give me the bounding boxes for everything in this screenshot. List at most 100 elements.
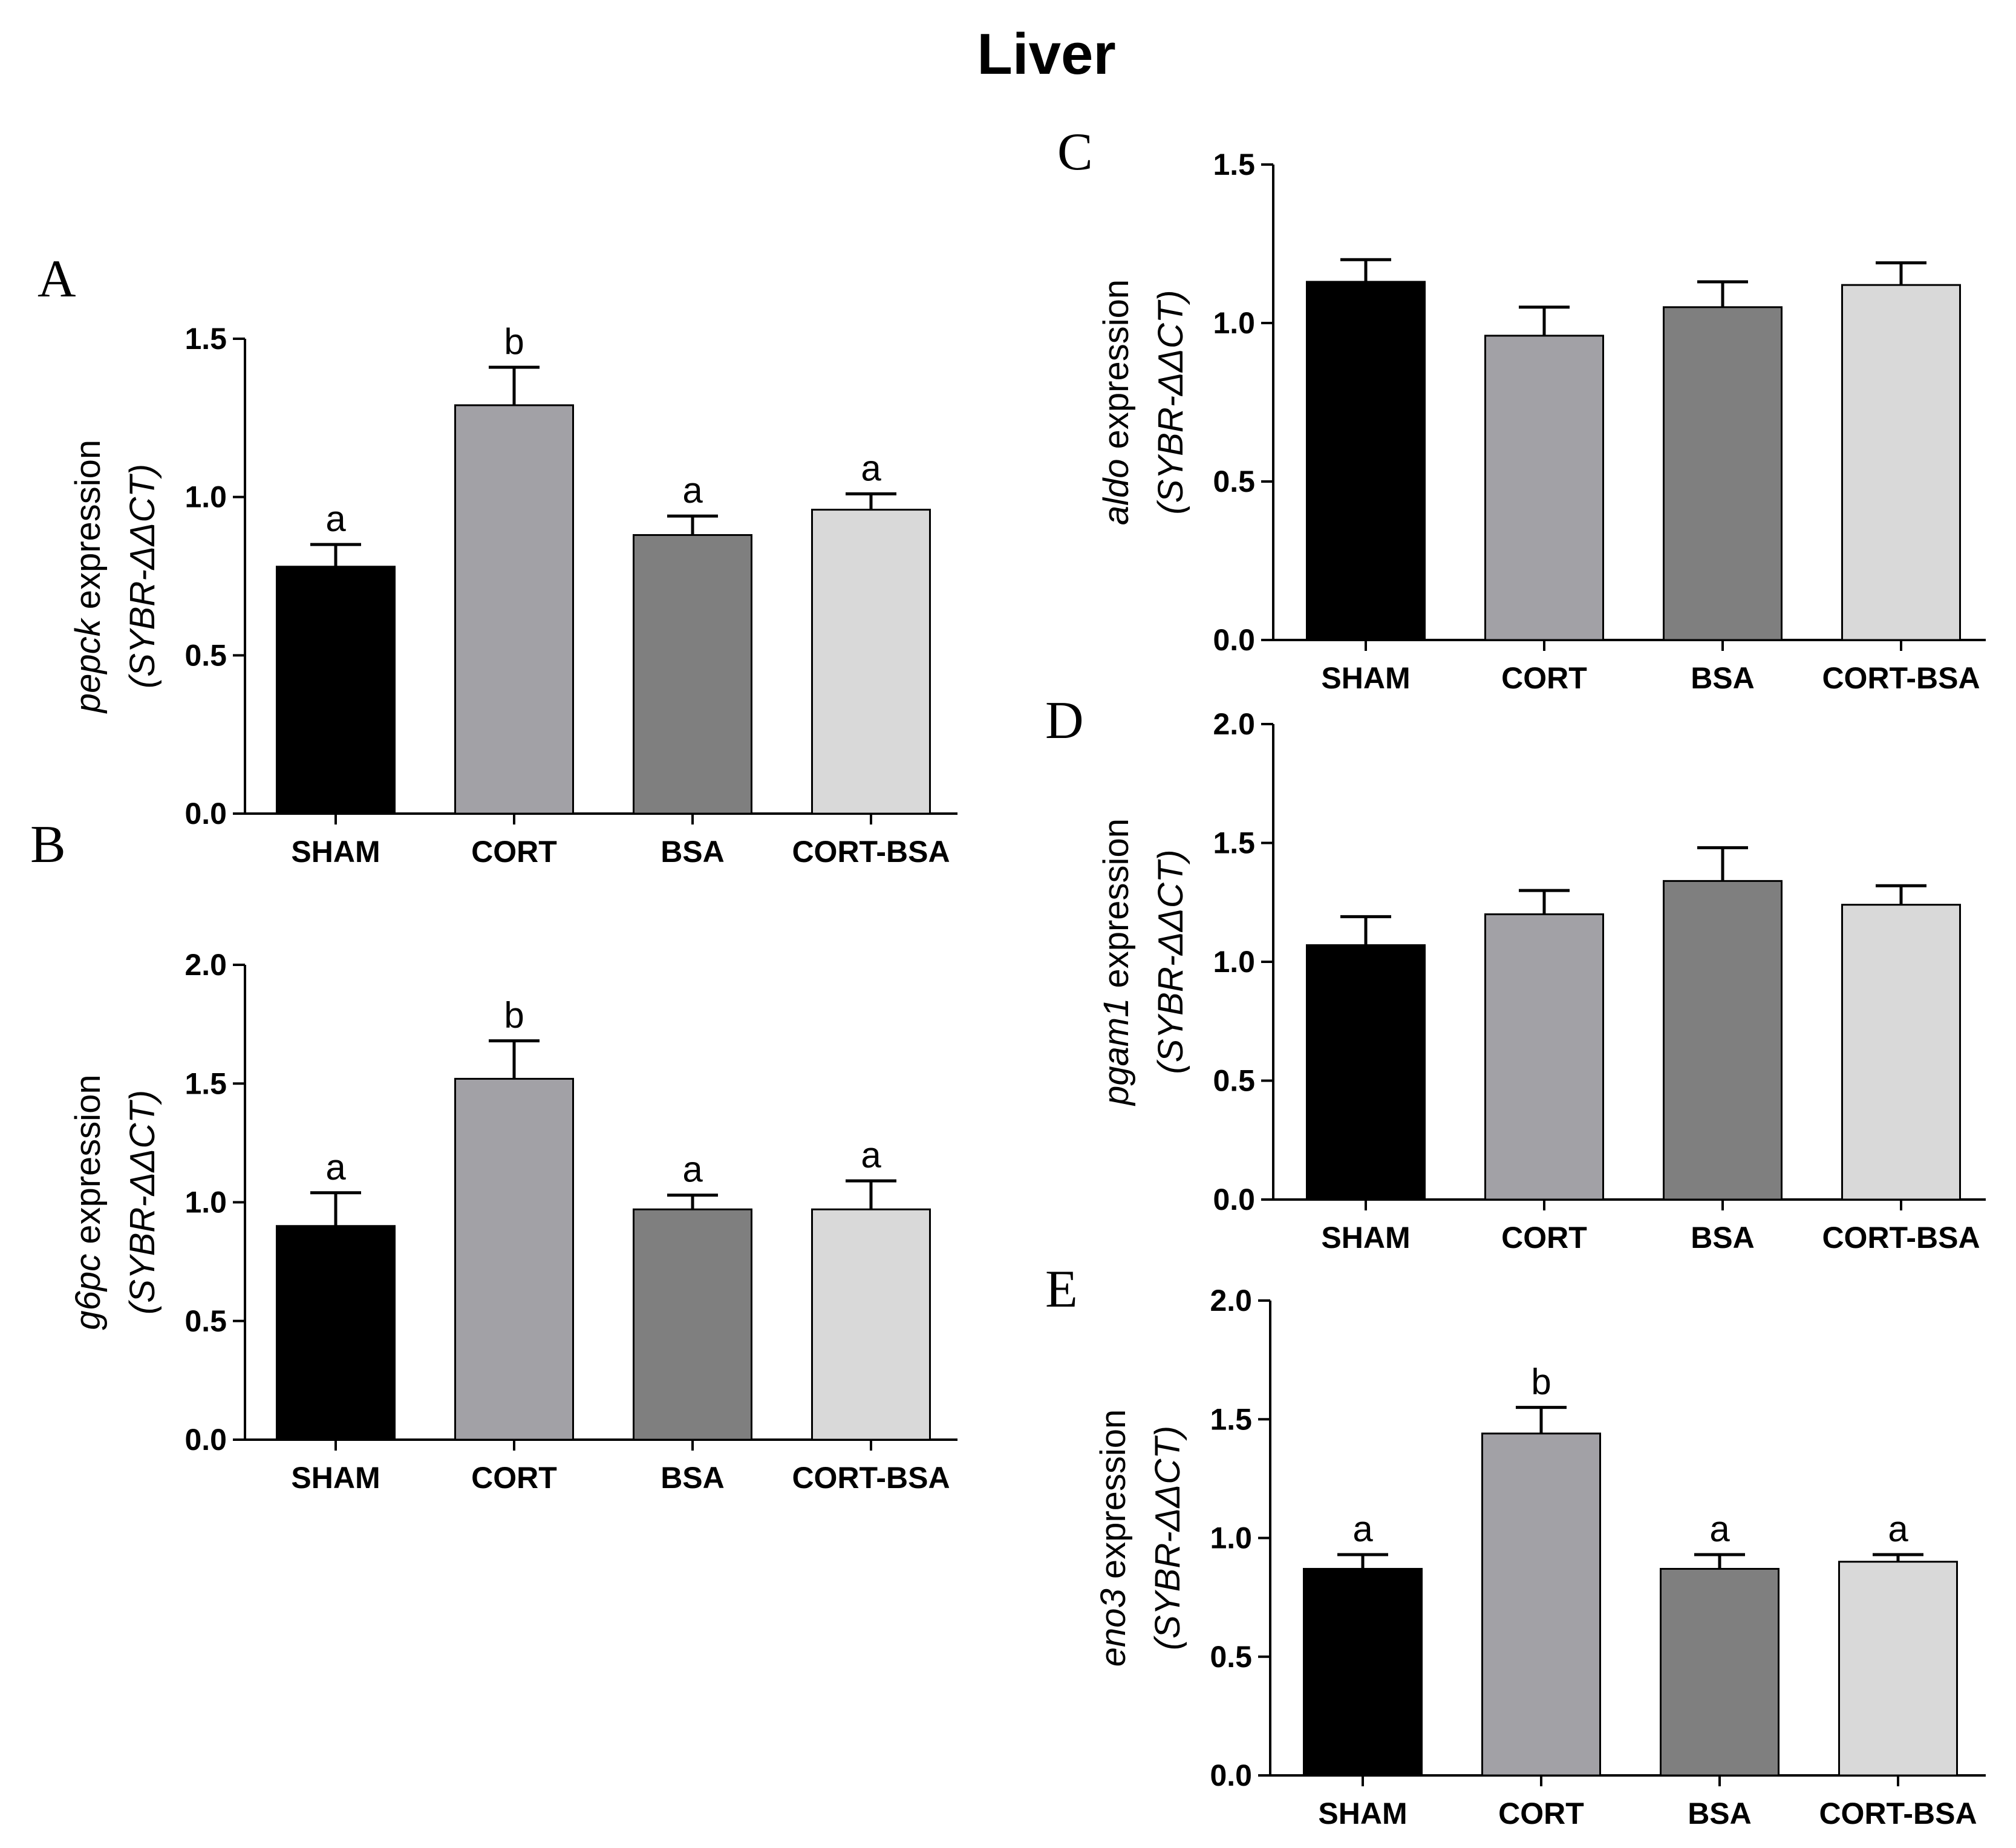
panel-letter: B bbox=[30, 815, 66, 874]
y-tick-label: 1.5 bbox=[1213, 148, 1255, 181]
y-axis-label-line2: (SYBR-ΔΔCT) bbox=[123, 464, 162, 688]
y-axis-label-line2: (SYBR-ΔΔCT) bbox=[1151, 849, 1190, 1074]
panel-b: B 0.0 0.5 1.0 1.5 2.0 SHAM a CORT b BSA a CORT-BSA a… bbox=[30, 815, 957, 1495]
y-tick-label: 0.0 bbox=[1210, 1758, 1252, 1792]
ylabel-suffix: expression bbox=[1094, 1409, 1133, 1589]
y-axis-label: pgam1 expression bbox=[1097, 818, 1136, 1106]
y-tick-label: 0.5 bbox=[1213, 1064, 1255, 1098]
gene-name: pepck bbox=[68, 617, 108, 714]
bar-bsa bbox=[1663, 306, 1783, 641]
category-label: CORT-BSA bbox=[1822, 1221, 1980, 1255]
y-tick-label: 1.5 bbox=[184, 1066, 227, 1100]
bar-sham bbox=[276, 1225, 396, 1441]
significance-letter: b bbox=[504, 321, 524, 362]
category-label: SHAM bbox=[291, 835, 380, 869]
significance-letter: b bbox=[504, 995, 524, 1036]
significance-letter: a bbox=[1709, 1509, 1730, 1549]
y-axis-label: eno3 expression bbox=[1094, 1409, 1133, 1667]
y-tick-label: 0.0 bbox=[184, 797, 227, 831]
significance-letter: a bbox=[682, 470, 703, 511]
significance-letter: a bbox=[1888, 1509, 1908, 1549]
chart-a: 0.0 0.5 1.0 1.5 SHAM a CORT b BSA a CORT-BSA a pepck… bbox=[68, 321, 957, 869]
y-tick-label: 0.5 bbox=[184, 1304, 227, 1338]
bar-bsa bbox=[1660, 1568, 1779, 1777]
y-tick-label: 0.5 bbox=[1213, 465, 1255, 498]
y-tick-label: 1.0 bbox=[1213, 306, 1255, 340]
category-label: SHAM bbox=[1321, 661, 1410, 695]
significance-letter: a bbox=[682, 1149, 703, 1190]
y-axis-label: aldo expression bbox=[1097, 279, 1136, 525]
bar-sham bbox=[1306, 944, 1426, 1201]
significance-letter: a bbox=[861, 1135, 881, 1175]
panel-letter: C bbox=[1057, 123, 1093, 181]
chart-d: 0.0 0.5 1.0 1.5 2.0 SHAM CORT BSA CORT-BSA pgam1 … bbox=[1097, 707, 1986, 1255]
chart-b: 0.0 0.5 1.0 1.5 2.0 SHAM a CORT b BSA a CORT-BSA a g6… bbox=[68, 948, 957, 1495]
y-axis-label: pepck expression bbox=[68, 440, 108, 714]
bar-cort bbox=[1484, 335, 1604, 641]
category-label: BSA bbox=[1691, 1221, 1755, 1255]
category-label: CORT-BSA bbox=[1819, 1797, 1977, 1830]
gene-name: pgam1 bbox=[1097, 998, 1136, 1106]
bar-sham bbox=[1306, 281, 1426, 641]
ylabel-suffix: expression bbox=[1097, 818, 1136, 998]
y-tick-label: 1.0 bbox=[1213, 945, 1255, 979]
chart-e: 0.0 0.5 1.0 1.5 2.0 SHAM a CORT b BSA a CORT-BSA a en… bbox=[1094, 1284, 1986, 1830]
y-tick-label: 0.0 bbox=[1213, 623, 1255, 657]
bar-cort-bsa bbox=[1841, 904, 1961, 1201]
y-tick-label: 0.0 bbox=[1213, 1183, 1255, 1216]
significance-letter: a bbox=[861, 448, 881, 488]
panel-letter: E bbox=[1045, 1260, 1078, 1319]
y-tick-label: 1.5 bbox=[184, 322, 227, 356]
panel-e: E 0.0 0.5 1.0 1.5 2.0 SHAM a CORT b BSA a CORT-BSA a… bbox=[1045, 1260, 1986, 1830]
y-tick-label: 1.0 bbox=[184, 480, 227, 514]
gene-name: g6pc bbox=[68, 1254, 108, 1330]
bar-cort bbox=[454, 404, 574, 815]
bar-bsa bbox=[633, 1208, 752, 1441]
gene-name: eno3 bbox=[1094, 1588, 1133, 1667]
bar-sham bbox=[1303, 1568, 1423, 1777]
category-label: CORT-BSA bbox=[792, 1461, 950, 1495]
y-tick-label: 2.0 bbox=[184, 948, 227, 982]
ylabel-suffix: expression bbox=[68, 1074, 108, 1254]
category-label: CORT bbox=[1501, 1221, 1587, 1255]
y-axis-label-line2: (SYBR-ΔΔCT) bbox=[1151, 290, 1190, 514]
category-label: BSA bbox=[661, 1461, 725, 1495]
y-tick-label: 1.5 bbox=[1210, 1402, 1252, 1436]
panel-c: C 0.0 0.5 1.0 1.5 SHAM CORT BSA CORT-BSA aldo ex… bbox=[1057, 123, 1986, 695]
bar-bsa bbox=[1663, 880, 1783, 1201]
category-label: SHAM bbox=[1321, 1221, 1410, 1255]
category-label: CORT bbox=[1498, 1797, 1584, 1830]
bar-cort-bsa bbox=[811, 1208, 931, 1441]
category-label: BSA bbox=[1688, 1797, 1752, 1830]
gene-name: aldo bbox=[1097, 459, 1136, 525]
bar-cort bbox=[1481, 1432, 1601, 1777]
bar-bsa bbox=[633, 534, 752, 815]
panel-letter: A bbox=[38, 250, 76, 309]
y-tick-label: 1.5 bbox=[1213, 826, 1255, 860]
figure-title: Liver bbox=[977, 22, 1115, 87]
category-label: BSA bbox=[1691, 661, 1755, 695]
bar-sham bbox=[276, 566, 396, 815]
y-axis-label: g6pc expression bbox=[68, 1074, 108, 1330]
category-label: SHAM bbox=[1318, 1797, 1407, 1830]
bar-cort-bsa bbox=[811, 509, 931, 815]
y-tick-label: 0.5 bbox=[184, 638, 227, 672]
ylabel-suffix: expression bbox=[68, 440, 108, 619]
category-label: CORT-BSA bbox=[792, 835, 950, 869]
y-tick-label: 1.0 bbox=[184, 1186, 227, 1219]
panel-a: A 0.0 0.5 1.0 1.5 SHAM a CORT b BSA a CORT-BSA a pep… bbox=[38, 250, 957, 869]
chart-c: 0.0 0.5 1.0 1.5 SHAM CORT BSA CORT-BSA aldo expr… bbox=[1097, 148, 1986, 695]
category-label: BSA bbox=[661, 835, 725, 869]
ylabel-suffix: expression bbox=[1097, 279, 1136, 459]
bar-cort-bsa bbox=[1838, 1561, 1958, 1777]
category-label: CORT bbox=[1501, 661, 1587, 695]
category-label: CORT bbox=[471, 1461, 557, 1495]
bar-cort-bsa bbox=[1841, 284, 1961, 641]
category-label: CORT bbox=[471, 835, 557, 869]
y-tick-label: 2.0 bbox=[1213, 707, 1255, 741]
y-tick-label: 0.0 bbox=[184, 1423, 227, 1457]
significance-letter: a bbox=[325, 1147, 346, 1187]
y-tick-label: 0.5 bbox=[1210, 1640, 1252, 1674]
y-tick-label: 2.0 bbox=[1210, 1284, 1252, 1317]
